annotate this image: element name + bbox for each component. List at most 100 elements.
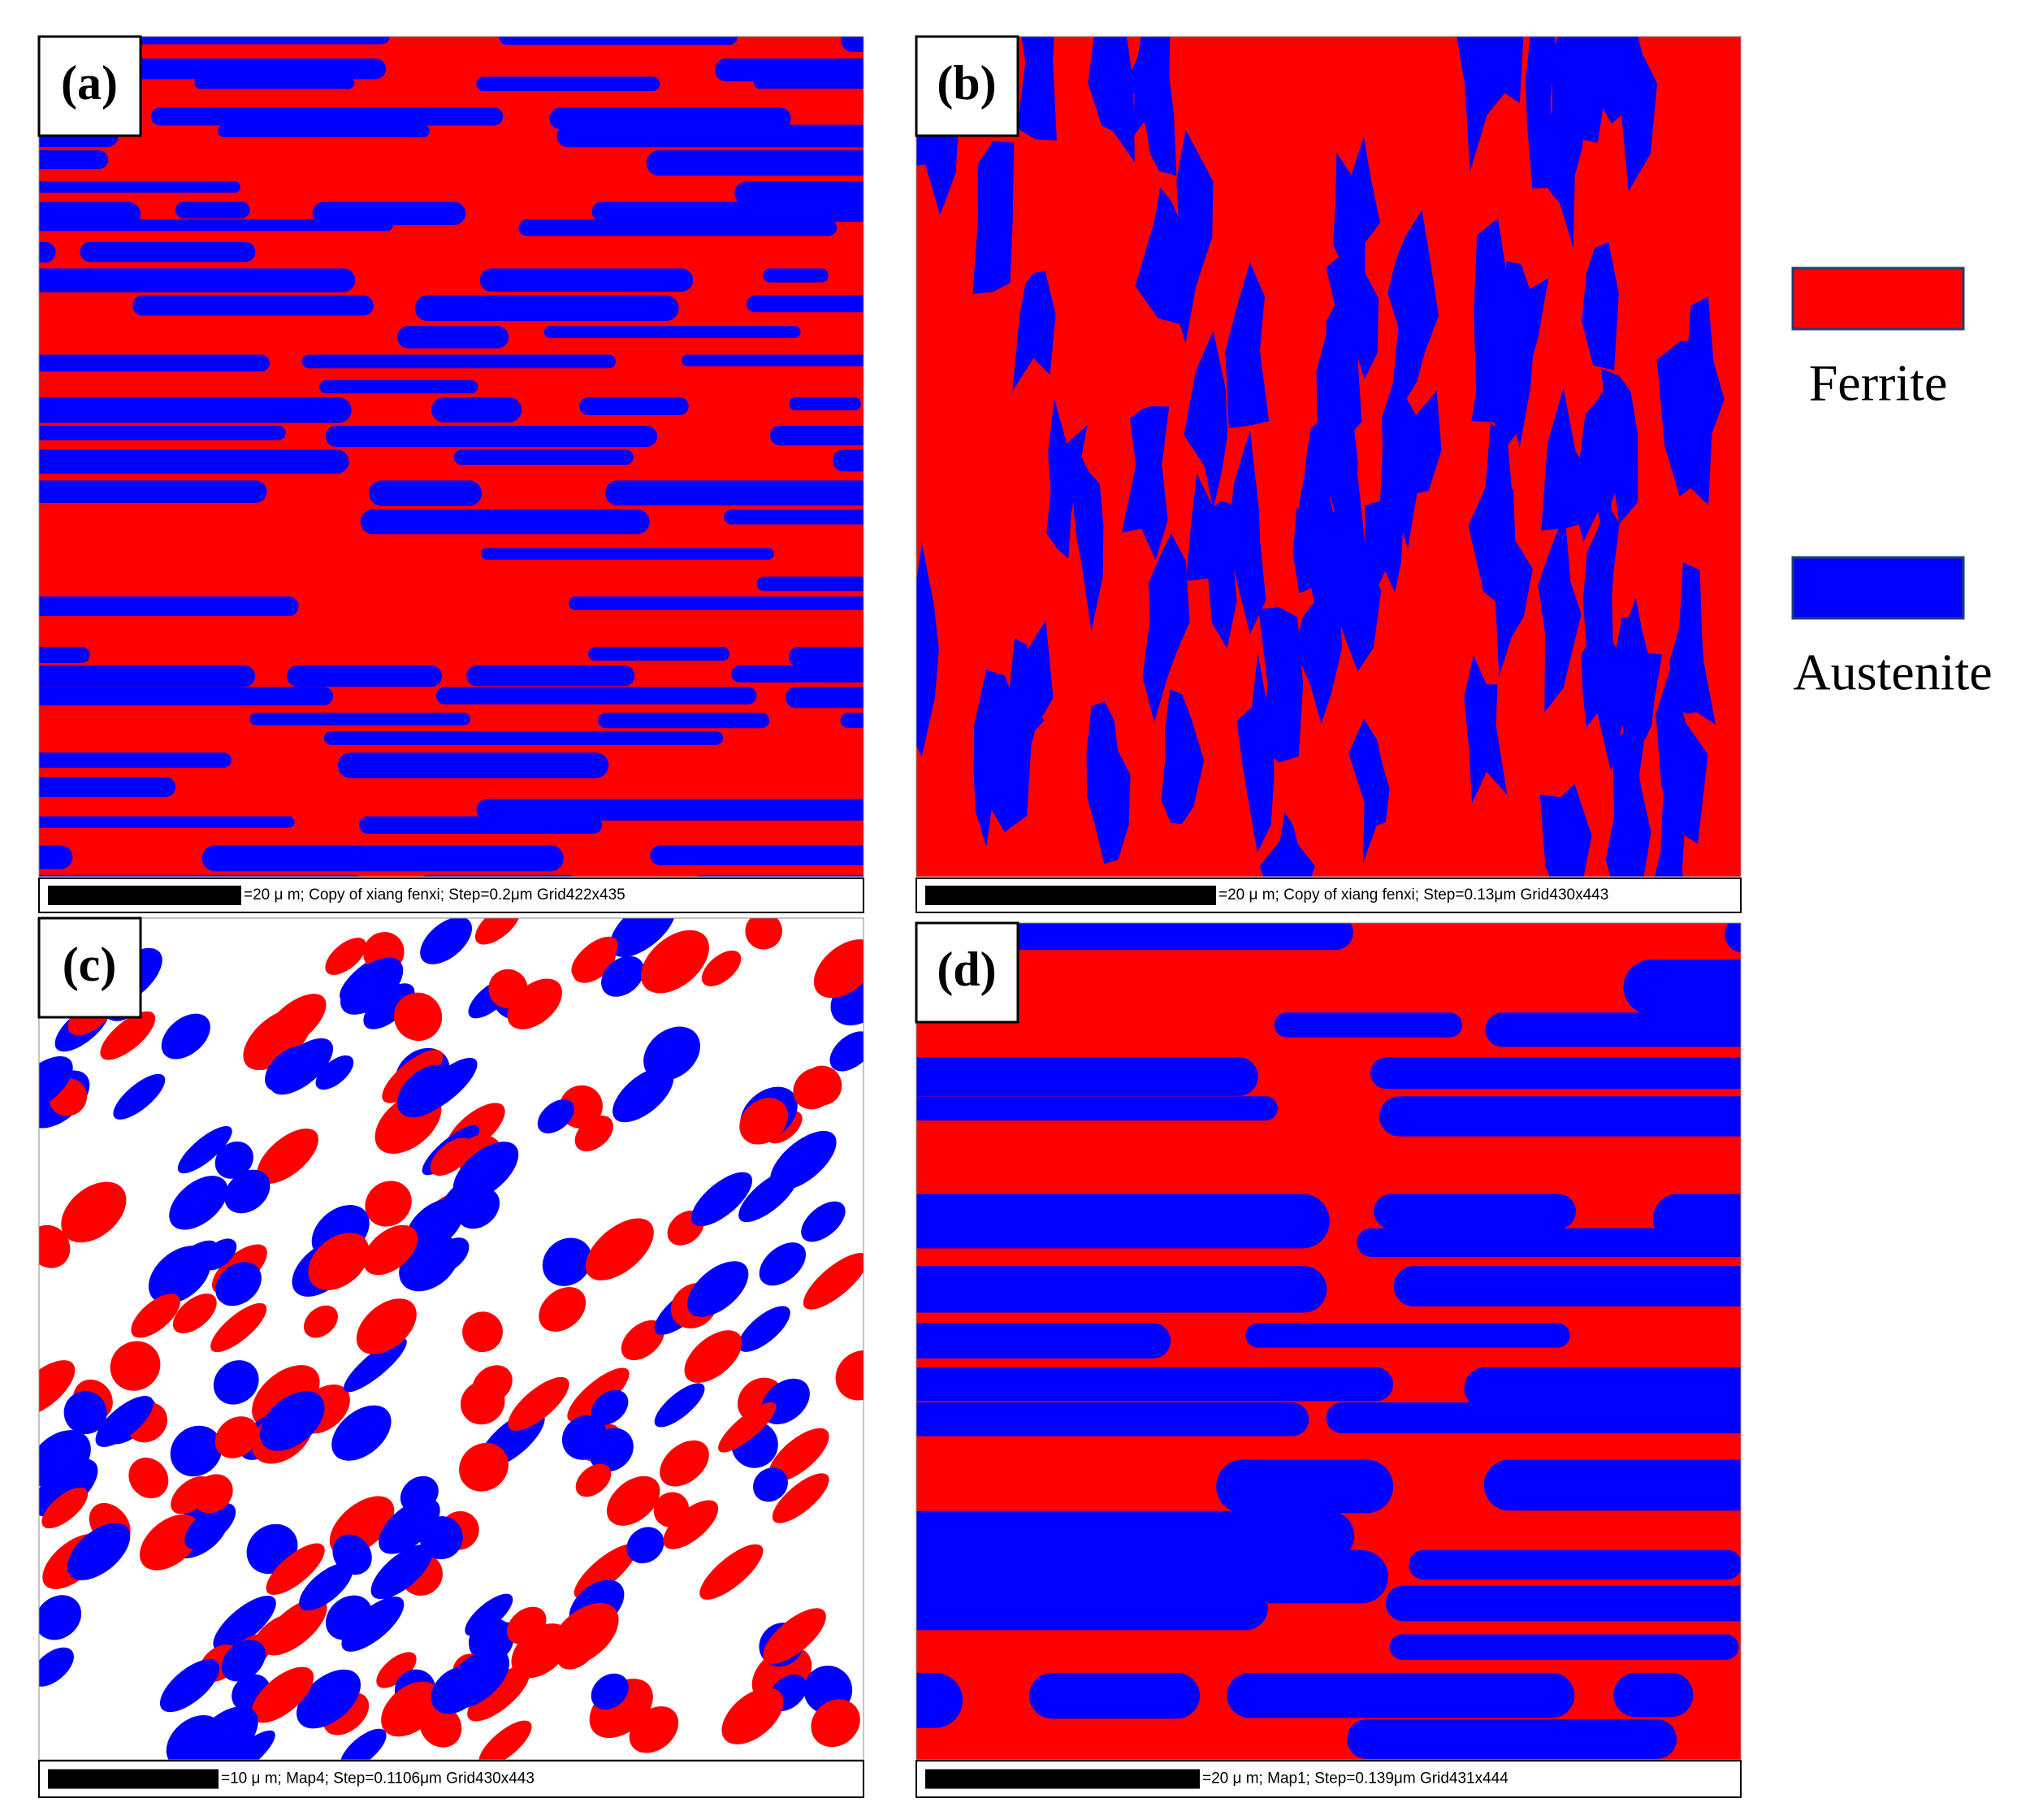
- grain: [701, 950, 742, 986]
- panel-label: (d): [937, 942, 996, 996]
- austenite-band: [1227, 1672, 1575, 1718]
- grain: [61, 1181, 127, 1243]
- austenite-band: [1357, 1228, 1741, 1258]
- austenite-band: [916, 1266, 1327, 1313]
- austenite-band: [1725, 923, 1741, 953]
- austenite-band: [39, 354, 270, 372]
- grain: [210, 1302, 267, 1353]
- grain: [260, 1391, 325, 1451]
- austenite-band: [39, 874, 360, 877]
- austenite-band: [249, 713, 470, 726]
- austenite-band: [39, 665, 256, 687]
- austenite-grain: [1259, 812, 1315, 877]
- austenite-band: [1485, 1012, 1741, 1047]
- panel: (b) =20 μ m; Copy of xiang fenxi; Step=0.…: [915, 35, 1742, 913]
- panel-label: (a): [61, 56, 118, 110]
- grain: [67, 1523, 131, 1580]
- grain: [629, 1706, 679, 1753]
- grain: [39, 1458, 98, 1517]
- grain: [365, 1181, 412, 1227]
- grain: [768, 1428, 829, 1482]
- austenite-band: [724, 509, 864, 525]
- scale-bar: [925, 1769, 1200, 1789]
- austenite-grain: [1122, 405, 1170, 561]
- phase-map: [916, 37, 1741, 877]
- panel: (c) =10 μ m; Map4; Step=0.1106μm Grid430x…: [37, 916, 864, 1798]
- grain: [169, 1176, 228, 1230]
- austenite-grain: [1552, 37, 1606, 169]
- austenite-band: [1216, 1459, 1394, 1514]
- grain: [140, 1514, 201, 1571]
- austenite-band: [1370, 1057, 1741, 1090]
- austenite-band: [476, 799, 864, 821]
- austenite-band: [1483, 1459, 1741, 1511]
- austenite-band: [359, 816, 603, 834]
- grain: [803, 1253, 864, 1310]
- austenite-grain: [1471, 282, 1519, 452]
- austenite-grain: [1387, 210, 1439, 401]
- grain: [588, 1428, 634, 1472]
- grain: [214, 1141, 253, 1179]
- grain: [585, 1218, 654, 1280]
- austenite-band: [337, 752, 609, 778]
- austenite-band: [319, 379, 478, 394]
- austenite-grain: [1186, 473, 1237, 648]
- grain: [687, 1261, 749, 1317]
- grain: [420, 918, 473, 964]
- grain: [156, 1240, 218, 1294]
- legend-swatch: [1791, 266, 1965, 331]
- austenite-band: [39, 647, 90, 663]
- austenite-band: [832, 449, 864, 472]
- austenite-band: [568, 596, 864, 610]
- austenite-grain: [916, 542, 939, 757]
- austenite-grain: [1608, 37, 1657, 192]
- grain: [474, 1622, 514, 1658]
- label-box: [37, 916, 142, 1019]
- austenite-band: [39, 397, 352, 423]
- austenite-band: [789, 397, 862, 410]
- austenite-band: [396, 326, 509, 349]
- grain: [100, 1011, 156, 1060]
- grain: [266, 1543, 325, 1595]
- austenite-band: [605, 480, 864, 506]
- grain: [214, 1416, 259, 1458]
- grain: [344, 1337, 407, 1393]
- austenite-grain: [1294, 417, 1340, 548]
- caption: =10 μ m; Map4; Step=0.1106μm Grid430x443: [221, 1770, 535, 1788]
- austenite-band: [916, 1323, 1171, 1358]
- grain: [539, 1287, 586, 1332]
- grain: [641, 930, 709, 994]
- austenite-band: [731, 665, 864, 682]
- grain: [739, 1098, 788, 1145]
- label-box: [915, 921, 1019, 1024]
- austenite-band: [39, 816, 295, 828]
- grain: [251, 1666, 314, 1723]
- grain: [474, 918, 521, 945]
- grain: [813, 939, 864, 999]
- austenite-band: [201, 845, 564, 872]
- grain: [574, 1115, 613, 1151]
- grain: [325, 1595, 373, 1640]
- austenite-band: [734, 181, 864, 206]
- austenite-grain: [1541, 388, 1596, 531]
- scale-bar: [48, 886, 241, 905]
- grain: [507, 978, 562, 1029]
- austenite-grain: [1526, 37, 1556, 188]
- austenite-grain: [1684, 296, 1725, 505]
- austenite-band: [650, 845, 864, 865]
- austenite-grain: [1133, 37, 1173, 150]
- austenite-band: [786, 687, 864, 708]
- grain: [472, 1365, 513, 1404]
- map-border: [38, 36, 864, 878]
- austenite-grain: [1464, 655, 1508, 804]
- austenite-grain: [1088, 37, 1135, 162]
- austenite-grain: [1538, 513, 1582, 713]
- phase-map: [916, 923, 1741, 1760]
- austenite-band: [414, 295, 679, 322]
- grain: [462, 1311, 503, 1353]
- austenite-band: [323, 731, 724, 745]
- austenite-grain: [1612, 617, 1663, 748]
- grain: [39, 1360, 76, 1417]
- grain: [39, 1055, 73, 1112]
- austenite-band: [1274, 1012, 1462, 1038]
